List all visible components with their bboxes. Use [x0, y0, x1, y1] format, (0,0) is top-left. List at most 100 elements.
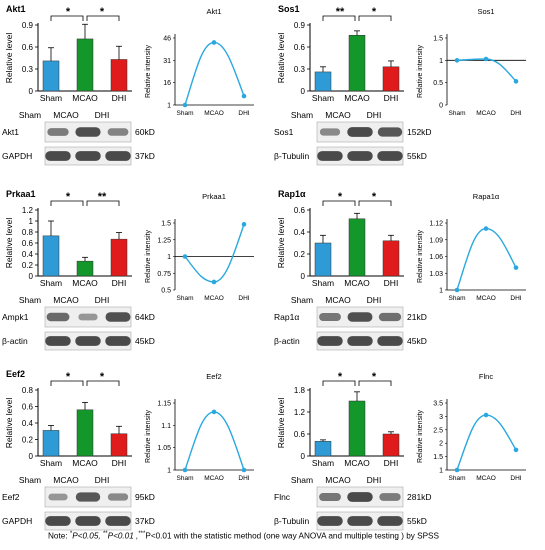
intensity-y-tick-label: 0.75: [157, 271, 171, 278]
significance-bracket: [322, 15, 356, 21]
y-tick-label: 0.2: [22, 261, 34, 270]
blot-band: [105, 151, 131, 161]
x-tick-label: DHI: [384, 278, 399, 288]
bar-sham: [42, 235, 60, 277]
blot-lane-label: MCAO: [53, 110, 79, 120]
intensity-line: [456, 414, 517, 471]
blot-protein-label: Rap1α: [274, 312, 299, 322]
blot-lane-label: MCAO: [325, 110, 351, 120]
y-tick-label: 1.8: [294, 386, 306, 395]
blot-protein-label: GAPDH: [2, 151, 32, 161]
bar-chart-title: Sos1: [278, 4, 300, 14]
significance-bracket: [86, 15, 120, 21]
x-tick-label: MCAO: [344, 278, 370, 288]
x-tick-label: MCAO: [72, 278, 98, 288]
intensity-point-dhi: [513, 447, 519, 453]
y-tick-label: 0: [301, 272, 306, 281]
intensity-point-sham: [182, 467, 188, 473]
intensity-line: [456, 227, 517, 291]
intensity-y-tick-label: 1.5: [161, 221, 171, 228]
y-tick-label: 1.2: [294, 408, 306, 417]
blot-lane-label: Sham: [19, 110, 41, 120]
intensity-x-label: Sham: [177, 110, 194, 117]
intensity-y-tick-label: 1: [167, 103, 171, 110]
blot-strip: [44, 306, 132, 328]
y-tick-label: 0.6: [22, 403, 34, 412]
y-tick-label: 0.9: [294, 21, 306, 30]
intensity-x-label: DHI: [510, 475, 521, 482]
intensity-point-sham: [454, 58, 460, 63]
blot-lane-label: MCAO: [53, 475, 79, 485]
y-tick-label: 0.2: [294, 250, 306, 259]
bar-dhi: [382, 66, 400, 92]
blot-band: [48, 493, 68, 501]
blot-band: [105, 516, 131, 526]
blot-band: [107, 128, 129, 136]
blot-band: [45, 151, 71, 161]
bar-dhi: [110, 238, 128, 277]
intensity-y-label: Relative intensity: [145, 45, 152, 98]
y-tick-label: 0.3: [22, 65, 34, 74]
bar-chart-title: Akt1: [6, 4, 26, 14]
bar-mcao: [76, 260, 94, 277]
x-tick-label: MCAO: [344, 458, 370, 468]
bar-sham: [314, 71, 332, 92]
blot-protein-label: Akt1: [2, 127, 19, 137]
significance-label: *: [100, 6, 105, 18]
blot-band: [317, 151, 343, 161]
x-tick-label: MCAO: [72, 458, 98, 468]
significance-bracket: [86, 200, 120, 206]
intensity-y-label: Relative intensity: [145, 410, 152, 463]
intensity-line: [184, 224, 245, 283]
significance-label: *: [338, 191, 343, 203]
intensity-y-tick-label: 2.5: [433, 427, 443, 434]
intensity-point-mcao: [211, 40, 217, 45]
intensity-chart-title: Akt1: [206, 7, 221, 16]
blot-band: [377, 516, 403, 526]
intensity-point-dhi: [513, 79, 519, 84]
intensity-x-label: MCAO: [204, 295, 224, 302]
y-tick-label: 0: [301, 87, 306, 96]
intensity-x-label: MCAO: [204, 110, 224, 117]
intensity-x-label: Sham: [177, 295, 194, 302]
significance-label: *: [100, 371, 105, 383]
x-tick-label: Sham: [312, 278, 334, 288]
intensity-y-tick-label: 3: [439, 414, 443, 421]
blot-band: [78, 313, 98, 321]
blot-band: [378, 312, 402, 322]
panel-5: Eef2 Relative level 0 0.2 0.4 0.6 0.8 Sham MCAO D…: [2, 369, 254, 531]
blot-band: [105, 312, 131, 322]
intensity-y-tick-label: 46: [163, 36, 171, 43]
x-tick-label: DHI: [384, 93, 399, 103]
intensity-x-label: Sham: [177, 475, 194, 482]
blot-band: [347, 516, 373, 526]
y-tick-label: 0.4: [294, 228, 306, 237]
blot-lane-label: DHI: [367, 475, 382, 485]
intensity-y-tick-label: 0.5: [161, 288, 171, 295]
intensity-x-label: Sham: [449, 475, 466, 482]
blot-lane-label: MCAO: [53, 295, 79, 305]
intensity-x-label: DHI: [238, 475, 249, 482]
bar-sham: [314, 441, 332, 457]
intensity-line: [184, 41, 245, 106]
blot-protein-label: β-actin: [2, 336, 28, 346]
intensity-point-mcao: [211, 279, 217, 285]
blot-band: [107, 493, 129, 501]
intensity-y-tick-label: 1.06: [429, 254, 443, 261]
intensity-point-mcao: [483, 412, 489, 418]
y-tick-label: 0.8: [22, 228, 34, 237]
y-tick-label: 0.6: [22, 43, 34, 52]
bar-dhi: [382, 240, 400, 277]
intensity-point-sham: [454, 467, 460, 473]
y-tick-label: 0.9: [22, 21, 34, 30]
bar-sham: [42, 60, 60, 92]
intensity-point-dhi: [241, 222, 247, 227]
intensity-y-tick-label: 1.25: [157, 237, 171, 244]
figure-note: Note: *P<0.05, **P<0.01 ,***P<0.01 with …: [48, 531, 439, 541]
y-tick-label: 0.6: [294, 43, 306, 52]
intensity-x-label: Sham: [449, 295, 466, 302]
intensity-x-label: DHI: [510, 295, 521, 302]
intensity-y-tick-label: 1: [439, 58, 443, 65]
blot-band: [377, 127, 403, 137]
